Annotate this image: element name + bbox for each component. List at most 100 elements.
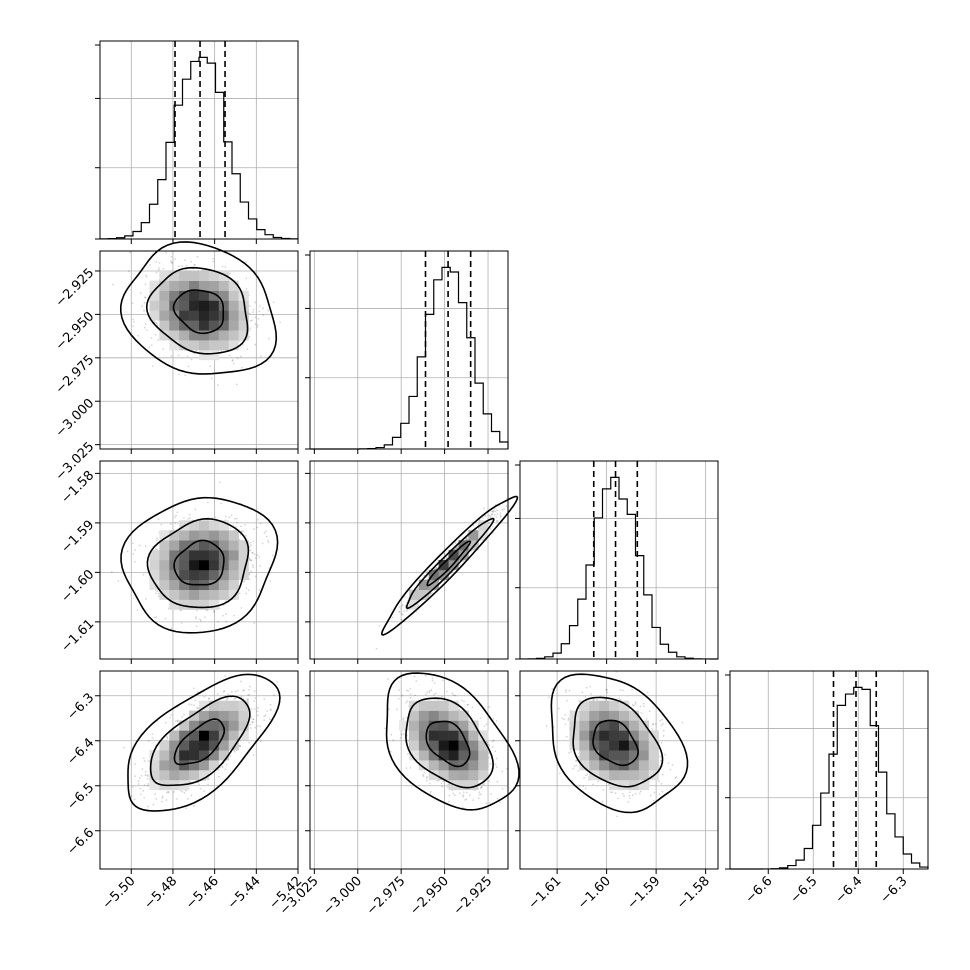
density-cell xyxy=(149,579,160,590)
density-cell xyxy=(199,589,210,600)
panel-frame xyxy=(309,460,509,660)
density-cell xyxy=(238,290,249,301)
sample-point xyxy=(501,508,504,511)
density-cell xyxy=(149,290,160,301)
sample-point xyxy=(431,677,434,680)
density-cell xyxy=(149,300,160,311)
sample-point xyxy=(221,765,224,768)
sample-point xyxy=(483,507,485,510)
density-cell xyxy=(208,550,220,561)
sample-point xyxy=(145,276,148,278)
sample-point xyxy=(400,608,403,610)
sample-point xyxy=(184,374,186,377)
sample-point xyxy=(165,721,167,724)
sample-point xyxy=(445,556,448,559)
sample-point xyxy=(188,513,191,516)
scatter-panel-2-0 xyxy=(95,460,299,664)
sample-point xyxy=(375,647,378,650)
contour-level-0 xyxy=(426,540,472,587)
density-cell xyxy=(159,760,170,771)
sample-point xyxy=(263,719,266,722)
sample-point xyxy=(251,721,254,723)
sample-point xyxy=(254,316,257,319)
sample-point xyxy=(139,793,142,796)
sample-point xyxy=(208,697,210,700)
sample-point xyxy=(254,575,257,578)
density-cell xyxy=(169,290,180,301)
sample-point xyxy=(241,366,243,369)
sample-point xyxy=(170,714,173,717)
density-cell xyxy=(228,540,239,551)
density-cell xyxy=(208,730,220,741)
sample-point xyxy=(149,264,151,266)
density-cell xyxy=(208,720,220,731)
density-cell xyxy=(179,599,190,610)
sample-point xyxy=(154,793,157,796)
density-cell xyxy=(159,320,170,331)
sample-point xyxy=(195,615,197,618)
density-cell xyxy=(428,579,439,590)
sample-point xyxy=(273,694,275,696)
sample-point xyxy=(136,609,139,612)
sample-point xyxy=(494,763,497,766)
sample-point xyxy=(180,621,183,624)
sample-point xyxy=(132,553,135,555)
sample-point xyxy=(235,521,238,524)
sample-point xyxy=(493,513,496,516)
density-cell xyxy=(179,750,190,761)
density-cell xyxy=(218,569,229,581)
density-cell xyxy=(189,540,200,551)
density-cell xyxy=(179,280,190,291)
sample-point xyxy=(193,704,196,707)
sample-point xyxy=(134,775,136,778)
sample-point xyxy=(183,792,186,794)
sample-point xyxy=(256,714,259,717)
sample-point xyxy=(496,797,499,800)
density-cell xyxy=(218,290,229,301)
sample-point xyxy=(224,599,227,602)
sample-point xyxy=(157,592,160,595)
sample-point xyxy=(488,514,491,517)
sample-point xyxy=(151,737,154,739)
sample-point xyxy=(194,264,197,266)
density-cell xyxy=(199,569,210,581)
density-cell xyxy=(179,290,190,301)
sample-point xyxy=(193,805,195,807)
sample-point xyxy=(493,507,496,510)
sample-point xyxy=(207,783,209,786)
sample-point xyxy=(144,322,147,325)
sample-point xyxy=(206,609,209,612)
x-tick-label: −5.50 xyxy=(100,874,139,913)
sample-point xyxy=(243,580,245,583)
sample-point xyxy=(448,800,450,803)
density-cell xyxy=(199,530,210,541)
sample-point xyxy=(147,783,150,785)
sample-point xyxy=(190,260,193,263)
density-cell xyxy=(189,310,200,321)
density-cell xyxy=(189,280,200,291)
density-cell xyxy=(199,270,210,281)
density-cell xyxy=(208,530,220,541)
sample-point xyxy=(253,528,255,530)
sample-point xyxy=(158,261,161,264)
sample-point xyxy=(131,542,134,545)
sample-point xyxy=(488,780,491,783)
density-cell xyxy=(228,340,239,351)
density-cell xyxy=(179,579,190,590)
density-cell xyxy=(189,270,200,281)
sample-point xyxy=(147,739,150,742)
density-cell xyxy=(159,300,170,311)
sample-point xyxy=(245,287,248,290)
density-cell xyxy=(228,730,239,741)
sample-point xyxy=(240,695,243,698)
density-cell xyxy=(169,589,180,600)
sample-point xyxy=(160,523,163,526)
sample-point xyxy=(110,571,113,573)
sample-point xyxy=(248,546,251,548)
sample-point xyxy=(126,550,129,553)
sample-point xyxy=(143,784,146,786)
sample-point xyxy=(465,538,468,541)
density-cell xyxy=(199,550,210,561)
sample-point xyxy=(157,269,160,271)
sample-point xyxy=(175,514,178,517)
